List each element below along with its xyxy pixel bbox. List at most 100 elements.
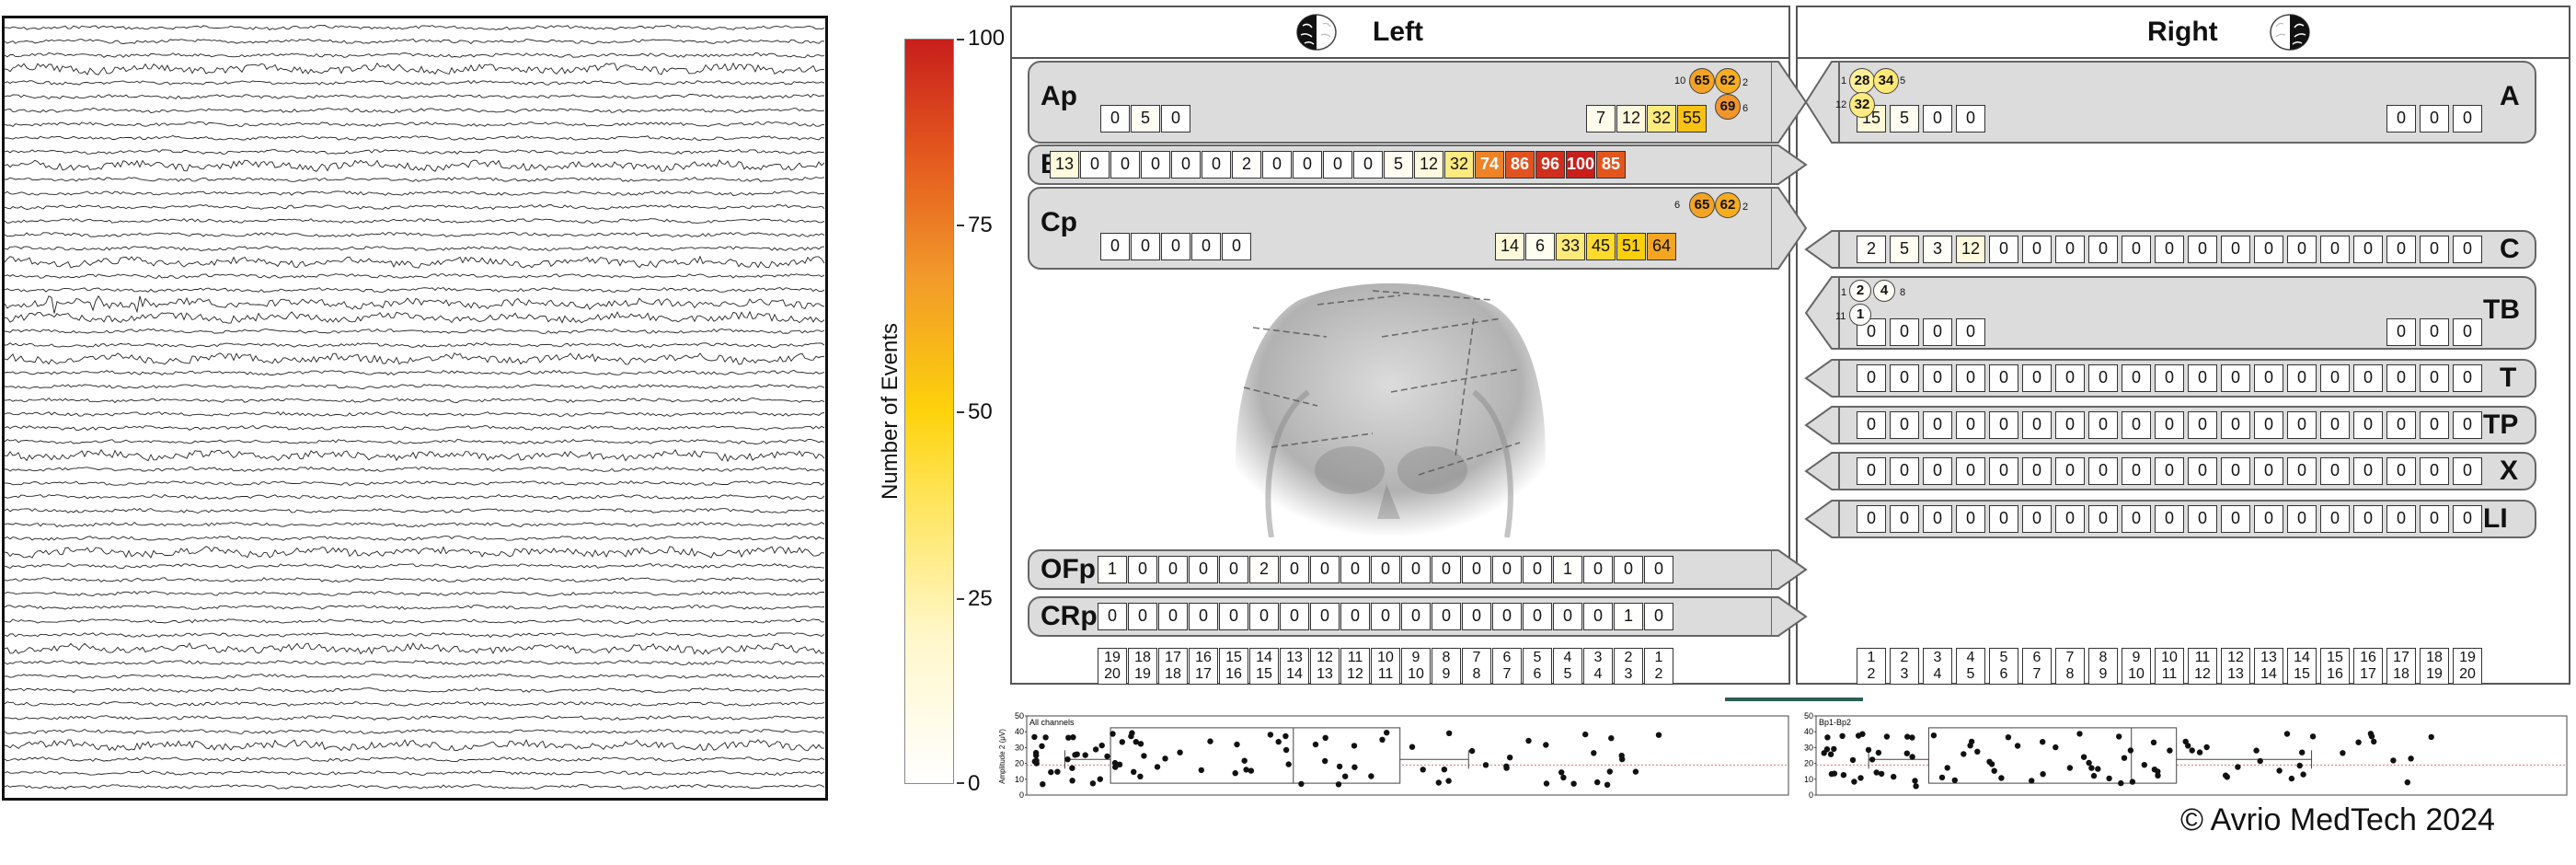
contact-cell[interactable]: 12 bbox=[1616, 105, 1646, 133]
contact-cell[interactable]: 0 bbox=[2188, 505, 2217, 533]
contact-cell[interactable]: 0 bbox=[1462, 556, 1491, 583]
contact-cell[interactable]: 0 bbox=[1989, 411, 2018, 439]
contact-cell[interactable]: 0 bbox=[2320, 411, 2350, 439]
contact-cell[interactable]: 0 bbox=[1890, 318, 1919, 346]
contact-cell[interactable]: 0 bbox=[2221, 457, 2250, 485]
contact-cell[interactable]: 0 bbox=[1219, 603, 1248, 630]
contact-cell[interactable]: 3 bbox=[1923, 236, 1952, 263]
contact-cell[interactable]: 5 bbox=[1131, 105, 1160, 133]
contact-cell[interactable]: 86 bbox=[1505, 151, 1535, 179]
contact-cell[interactable]: 0 bbox=[1956, 457, 1985, 485]
contact-cell[interactable]: 55 bbox=[1677, 105, 1707, 133]
contact-cell[interactable]: 0 bbox=[2088, 505, 2118, 533]
contact-cell[interactable]: 0 bbox=[2386, 411, 2416, 439]
contact-cell[interactable]: 0 bbox=[2022, 457, 2052, 485]
contact-cell[interactable]: 0 bbox=[2055, 411, 2085, 439]
contact-cell[interactable]: 0 bbox=[1923, 457, 1952, 485]
contact-cell[interactable]: 0 bbox=[1293, 151, 1322, 179]
contact-cell[interactable]: 0 bbox=[1128, 603, 1157, 630]
contact-cell[interactable]: 0 bbox=[1890, 411, 1919, 439]
event-bubble[interactable]: 34 bbox=[1873, 68, 1899, 94]
contact-cell[interactable]: 0 bbox=[1462, 603, 1491, 630]
contact-cell[interactable]: 0 bbox=[1890, 457, 1919, 485]
contact-cell[interactable]: 0 bbox=[2022, 236, 2052, 263]
contact-cell[interactable]: 0 bbox=[2353, 411, 2383, 439]
contact-cell[interactable]: 0 bbox=[2254, 411, 2283, 439]
contact-cell[interactable]: 100 bbox=[1566, 151, 1595, 179]
contact-cell[interactable]: 0 bbox=[2155, 236, 2184, 263]
contact-cell[interactable]: 0 bbox=[1583, 556, 1613, 583]
contact-cell[interactable]: 0 bbox=[2386, 457, 2416, 485]
contact-cell[interactable]: 0 bbox=[2453, 318, 2482, 346]
contact-cell[interactable]: 0 bbox=[2320, 457, 2350, 485]
contact-cell[interactable]: 5 bbox=[1890, 236, 1919, 263]
event-bubble[interactable]: 65 bbox=[1689, 192, 1715, 218]
contact-cell[interactable]: 0 bbox=[1857, 505, 1886, 533]
contact-cell[interactable]: 0 bbox=[1614, 556, 1643, 583]
contact-cell[interactable]: 32 bbox=[1647, 105, 1676, 133]
contact-cell[interactable]: 0 bbox=[2155, 411, 2184, 439]
contact-cell[interactable]: 0 bbox=[1857, 411, 1886, 439]
contact-cell[interactable]: 0 bbox=[2122, 364, 2151, 392]
contact-cell[interactable]: 1 bbox=[1098, 556, 1127, 583]
contact-cell[interactable]: 33 bbox=[1556, 233, 1585, 260]
contact-cell[interactable]: 0 bbox=[1161, 233, 1190, 260]
contact-cell[interactable]: 0 bbox=[1644, 603, 1673, 630]
contact-cell[interactable]: 0 bbox=[1141, 151, 1170, 179]
contact-cell[interactable]: 0 bbox=[2122, 505, 2151, 533]
contact-cell[interactable]: 0 bbox=[1989, 505, 2018, 533]
contact-cell[interactable]: 13 bbox=[1050, 151, 1079, 179]
contact-cell[interactable]: 0 bbox=[1158, 556, 1188, 583]
contact-cell[interactable]: 0 bbox=[2254, 236, 2283, 263]
contact-cell[interactable]: 0 bbox=[1890, 364, 1919, 392]
contact-cell[interactable]: 12 bbox=[1414, 151, 1443, 179]
contact-cell[interactable]: 0 bbox=[1956, 364, 1985, 392]
contact-cell[interactable]: 0 bbox=[2453, 364, 2482, 392]
contact-cell[interactable]: 0 bbox=[1857, 457, 1886, 485]
contact-cell[interactable]: 0 bbox=[1340, 603, 1370, 630]
contact-cell[interactable]: 0 bbox=[2386, 236, 2416, 263]
contact-cell[interactable]: 0 bbox=[1401, 603, 1431, 630]
contact-cell[interactable]: 0 bbox=[1583, 603, 1613, 630]
contact-cell[interactable]: 0 bbox=[1956, 105, 1985, 133]
contact-cell[interactable]: 6 bbox=[1525, 233, 1555, 260]
contact-cell[interactable]: 0 bbox=[1371, 603, 1400, 630]
contact-cell[interactable]: 45 bbox=[1586, 233, 1616, 260]
event-bubble[interactable]: 1 bbox=[1849, 304, 1871, 326]
contact-cell[interactable]: 0 bbox=[2386, 105, 2416, 133]
contact-cell[interactable]: 0 bbox=[1989, 364, 2018, 392]
contact-cell[interactable]: 0 bbox=[1280, 603, 1309, 630]
contact-cell[interactable]: 0 bbox=[1523, 603, 1552, 630]
contact-cell[interactable]: 0 bbox=[1202, 151, 1231, 179]
contact-cell[interactable]: 0 bbox=[2420, 411, 2449, 439]
contact-cell[interactable]: 0 bbox=[2022, 505, 2052, 533]
contact-cell[interactable]: 0 bbox=[2353, 457, 2383, 485]
contact-cell[interactable]: 0 bbox=[2254, 457, 2283, 485]
contact-cell[interactable]: 0 bbox=[2188, 457, 2217, 485]
event-bubble[interactable]: 32 bbox=[1849, 92, 1875, 118]
contact-cell[interactable]: 0 bbox=[2287, 364, 2317, 392]
contact-cell[interactable]: 0 bbox=[2188, 236, 2217, 263]
contact-cell[interactable]: 0 bbox=[2088, 236, 2118, 263]
contact-cell[interactable]: 0 bbox=[1644, 556, 1673, 583]
contact-cell[interactable]: 0 bbox=[1340, 556, 1370, 583]
contact-cell[interactable]: 14 bbox=[1495, 233, 1524, 260]
contact-cell[interactable]: 0 bbox=[1110, 151, 1140, 179]
contact-cell[interactable]: 0 bbox=[1323, 151, 1352, 179]
contact-cell[interactable]: 85 bbox=[1596, 151, 1626, 179]
contact-cell[interactable]: 2 bbox=[1249, 556, 1279, 583]
contact-cell[interactable]: 2 bbox=[1857, 236, 1886, 263]
contact-cell[interactable]: 0 bbox=[1923, 105, 1952, 133]
contact-cell[interactable]: 5 bbox=[1890, 105, 1919, 133]
contact-cell[interactable]: 0 bbox=[2320, 364, 2350, 392]
contact-cell[interactable]: 0 bbox=[1523, 556, 1552, 583]
contact-cell[interactable]: 0 bbox=[1923, 364, 1952, 392]
contact-cell[interactable]: 12 bbox=[1956, 236, 1985, 263]
contact-cell[interactable]: 0 bbox=[1262, 151, 1292, 179]
contact-cell[interactable]: 0 bbox=[2022, 411, 2052, 439]
contact-cell[interactable]: 0 bbox=[2386, 505, 2416, 533]
contact-cell[interactable]: 0 bbox=[1989, 457, 2018, 485]
contact-cell[interactable]: 5 bbox=[1384, 151, 1413, 179]
contact-cell[interactable]: 0 bbox=[2353, 364, 2383, 392]
contact-cell[interactable]: 32 bbox=[1444, 151, 1474, 179]
